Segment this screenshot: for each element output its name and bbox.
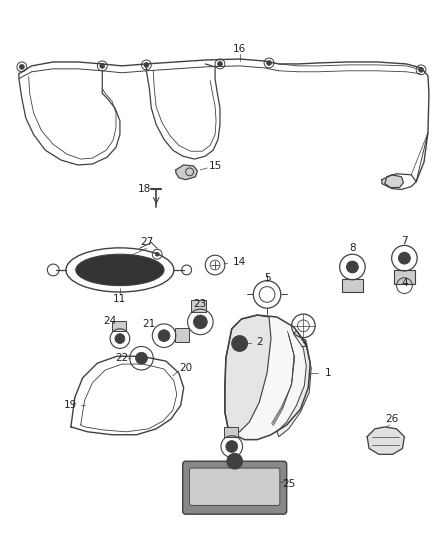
Circle shape — [136, 352, 148, 364]
Text: 4: 4 — [401, 278, 408, 288]
Circle shape — [346, 261, 358, 273]
Text: 2: 2 — [256, 336, 262, 346]
Bar — [112, 321, 126, 331]
FancyBboxPatch shape — [190, 468, 280, 505]
Polygon shape — [176, 165, 198, 180]
Circle shape — [194, 315, 207, 329]
Text: 16: 16 — [233, 44, 246, 54]
Text: 20: 20 — [179, 363, 192, 373]
Circle shape — [155, 252, 159, 256]
FancyBboxPatch shape — [183, 461, 287, 514]
Polygon shape — [367, 427, 404, 454]
Bar — [224, 427, 238, 437]
Text: 11: 11 — [113, 294, 127, 304]
Polygon shape — [225, 315, 310, 440]
Circle shape — [232, 336, 247, 351]
Polygon shape — [382, 175, 403, 188]
Bar — [394, 270, 415, 284]
Text: 19: 19 — [64, 400, 78, 410]
Circle shape — [399, 252, 410, 264]
Polygon shape — [277, 331, 311, 437]
Text: 24: 24 — [103, 316, 117, 326]
Circle shape — [158, 330, 170, 342]
Bar — [191, 300, 206, 312]
Circle shape — [267, 60, 272, 66]
Circle shape — [100, 63, 105, 68]
Circle shape — [144, 62, 149, 67]
Text: 3: 3 — [300, 340, 307, 350]
Text: 23: 23 — [194, 299, 207, 309]
Text: 18: 18 — [138, 184, 151, 195]
Text: 25: 25 — [282, 479, 295, 489]
Circle shape — [226, 441, 238, 453]
Circle shape — [419, 67, 424, 72]
Text: 5: 5 — [264, 273, 270, 283]
Text: 15: 15 — [208, 161, 222, 171]
Text: 7: 7 — [401, 236, 408, 246]
Text: 22: 22 — [115, 353, 128, 363]
Circle shape — [218, 61, 223, 67]
Circle shape — [236, 340, 244, 348]
Text: 26: 26 — [385, 414, 398, 424]
Circle shape — [115, 334, 125, 343]
Circle shape — [19, 64, 24, 69]
Circle shape — [227, 454, 243, 469]
Polygon shape — [225, 315, 271, 435]
Text: 27: 27 — [140, 238, 153, 247]
Bar — [342, 279, 363, 293]
Text: 21: 21 — [143, 319, 156, 329]
Ellipse shape — [76, 254, 164, 286]
Text: 14: 14 — [233, 257, 246, 267]
Text: 1: 1 — [325, 368, 331, 378]
Bar — [175, 328, 189, 342]
Text: 8: 8 — [349, 244, 356, 253]
